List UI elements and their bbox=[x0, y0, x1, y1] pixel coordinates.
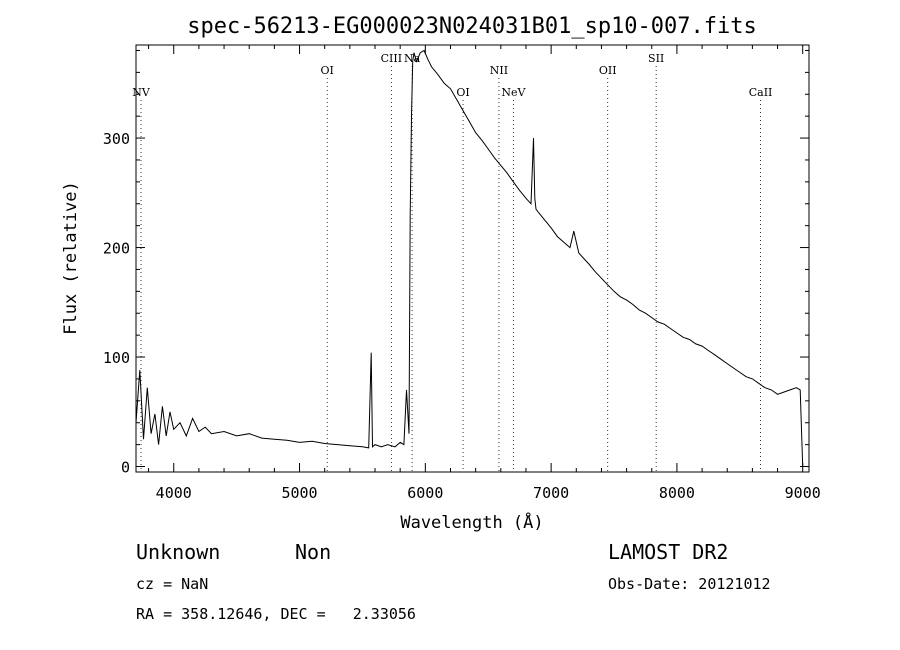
x-tick-label: 5000 bbox=[281, 484, 317, 502]
coordinates: RA = 358.12646, DEC = 2.33056 bbox=[136, 605, 416, 623]
survey-name: LAMOST DR2 bbox=[608, 540, 729, 564]
chart-title: spec-56213-EG000023N024031B01_sp10-007.f… bbox=[187, 14, 757, 39]
object-class: Unknown bbox=[136, 540, 221, 564]
x-axis-label: Wavelength (Å) bbox=[400, 511, 543, 533]
x-tick-label: 9000 bbox=[785, 484, 821, 502]
redshift-cz: cz = NaN bbox=[136, 575, 209, 593]
x-tick-label: 6000 bbox=[407, 484, 443, 502]
emission-line-label: NeV bbox=[501, 86, 526, 99]
plot-frame bbox=[135, 44, 810, 473]
emission-line-label: NII bbox=[490, 64, 508, 77]
x-tick-label: 4000 bbox=[156, 484, 192, 502]
emission-line-label: SII bbox=[648, 52, 664, 65]
emission-line-label: CaII bbox=[749, 86, 773, 99]
spectrum-series-line bbox=[135, 49, 804, 467]
x-tick-label: 8000 bbox=[659, 484, 695, 502]
y-axis-label: Flux (relative) bbox=[61, 181, 81, 335]
emission-line-label: OII bbox=[599, 64, 617, 77]
emission-line-label: CIII bbox=[381, 52, 402, 65]
observation-date: Obs-Date: 20121012 bbox=[608, 575, 771, 593]
y-tick-label: 300 bbox=[103, 130, 130, 148]
y-tick-label: 100 bbox=[103, 349, 130, 367]
y-tick-label: 200 bbox=[103, 240, 130, 258]
object-subclass: Non bbox=[295, 540, 332, 564]
emission-line-label: NV bbox=[132, 86, 151, 99]
x-tick-label: 7000 bbox=[533, 484, 569, 502]
y-tick-label: 0 bbox=[121, 459, 130, 477]
emission-line-label: OI bbox=[456, 86, 469, 99]
emission-line-label: OI bbox=[321, 64, 334, 77]
